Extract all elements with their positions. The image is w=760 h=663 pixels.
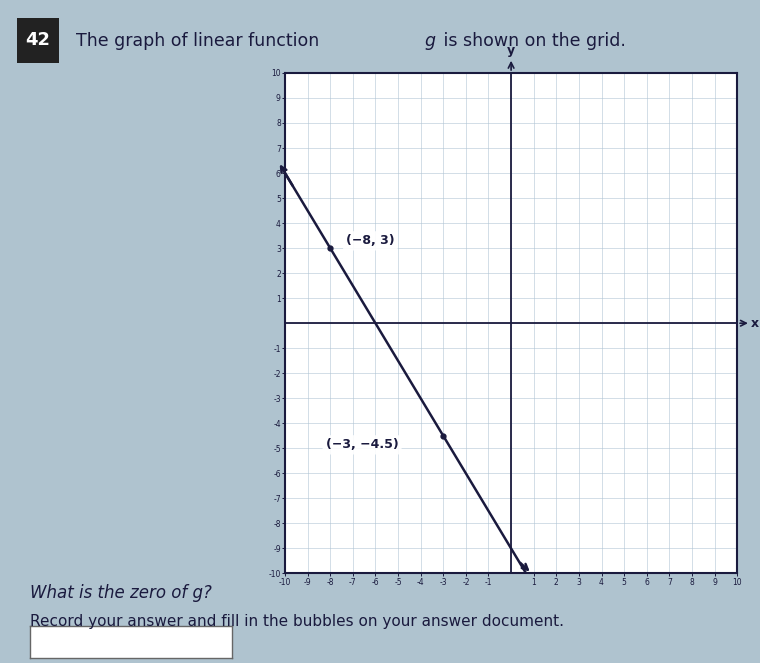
Text: y: y [507, 44, 515, 57]
Text: x: x [751, 317, 759, 330]
Text: is shown on the grid.: is shown on the grid. [438, 32, 625, 50]
Text: (−8, 3): (−8, 3) [346, 235, 394, 247]
Text: What is the zero of g?: What is the zero of g? [30, 584, 212, 603]
Text: The graph of linear function: The graph of linear function [76, 32, 325, 50]
Text: g: g [424, 32, 435, 50]
Text: (−3, −4.5): (−3, −4.5) [326, 438, 398, 452]
Text: Record your answer and fill in the bubbles on your answer document.: Record your answer and fill in the bubbl… [30, 614, 565, 629]
Text: 42: 42 [25, 31, 50, 50]
